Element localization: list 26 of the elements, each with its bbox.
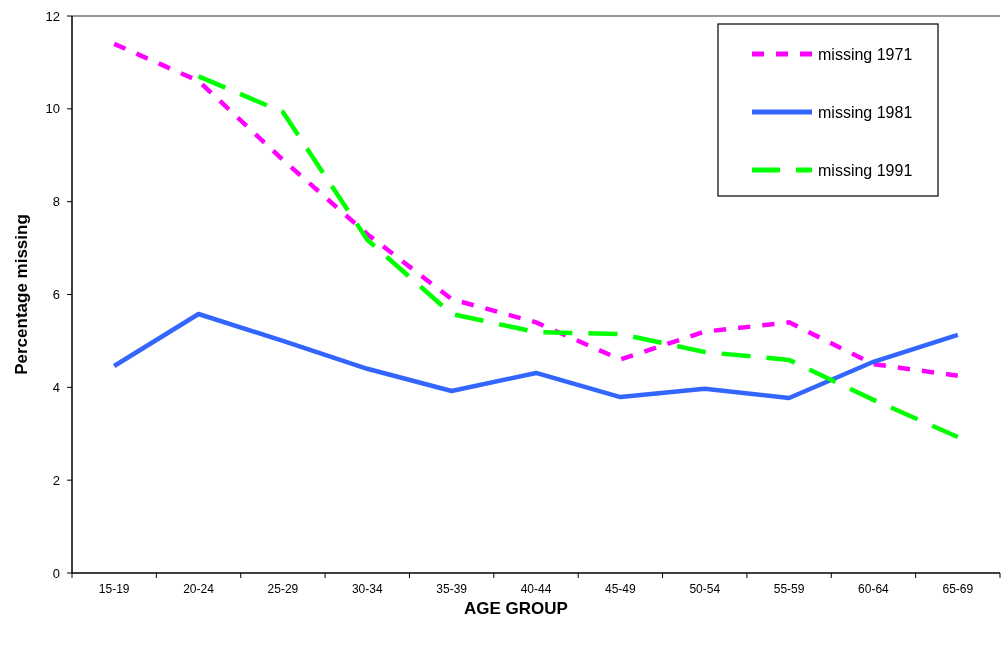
y-tick-label: 2: [52, 472, 60, 488]
x-tick-label: 20-24: [183, 582, 215, 596]
legend-label: missing 1971: [818, 45, 913, 63]
x-tick-label: 15-19: [98, 582, 130, 596]
legend-label: missing 1991: [818, 161, 913, 179]
line-series: [196, 74, 961, 440]
y-tick-label: 10: [45, 101, 60, 117]
x-tick-label: 35-39: [436, 582, 468, 596]
line-series: [111, 41, 961, 378]
y-axis-title: Percentage missing: [12, 214, 31, 375]
x-tick-label: 55-59: [773, 582, 805, 596]
x-tick-label: 65-69: [942, 582, 974, 596]
y-tick-label: 0: [52, 565, 60, 581]
x-tick-label: 50-54: [689, 582, 721, 596]
x-tick-label: 40-44: [520, 582, 552, 596]
x-tick-label: 25-29: [267, 582, 299, 596]
y-tick-label: 8: [52, 194, 60, 210]
y-tick-label: 4: [52, 379, 60, 395]
x-tick-label: 30-34: [351, 582, 383, 596]
x-axis-title: AGE GROUP: [464, 599, 568, 618]
x-tick-label: 45-49: [605, 582, 637, 596]
legend-label: missing 1981: [818, 103, 913, 121]
y-tick-label: 6: [52, 287, 60, 303]
y-tick-label: 12: [45, 8, 60, 24]
x-tick-label: 60-64: [858, 582, 890, 596]
line-series: [111, 311, 961, 401]
